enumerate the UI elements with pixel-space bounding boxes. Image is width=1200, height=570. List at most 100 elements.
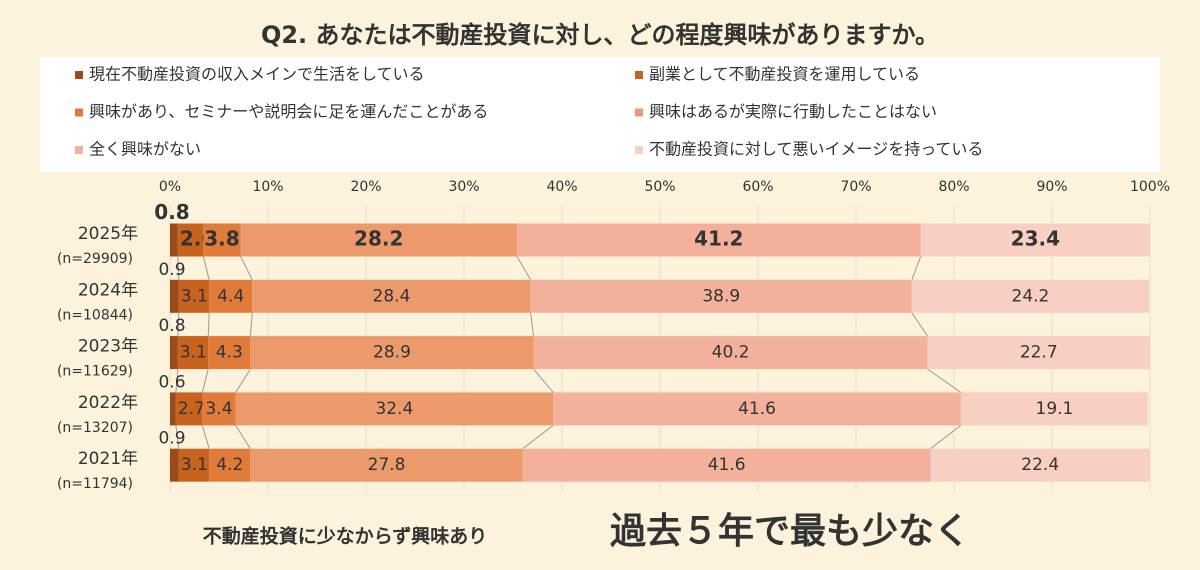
connector-line bbox=[175, 425, 180, 449]
legend-swatch bbox=[75, 108, 83, 117]
legend-label: 現在不動産投資の収入メインで生活をしている bbox=[89, 65, 425, 84]
value-label: 38.9 bbox=[702, 286, 740, 306]
connector-line bbox=[202, 256, 210, 280]
value-label: 24.2 bbox=[1012, 286, 1050, 306]
connector-line bbox=[927, 368, 962, 393]
value-label: 4.2 bbox=[216, 455, 243, 475]
bar-segment bbox=[553, 392, 961, 426]
bar-segment bbox=[960, 392, 1149, 426]
bar-segment bbox=[170, 448, 179, 482]
y-tick-label: 2021年 bbox=[78, 449, 138, 469]
legend-label: 興味があり、セミナーや説明会に足を運んだことがある bbox=[89, 102, 488, 121]
bar-segment bbox=[203, 223, 241, 257]
bar-segment bbox=[170, 336, 178, 370]
legend-label: 全く興味がない bbox=[89, 140, 201, 159]
bar-segment bbox=[178, 279, 210, 313]
connector-line bbox=[235, 368, 251, 393]
value-label: 3.1 bbox=[181, 286, 208, 306]
connector-line bbox=[201, 368, 209, 393]
y-tick-sublabel: (n=10844) bbox=[57, 307, 133, 323]
connector-line bbox=[911, 312, 928, 337]
connector-line bbox=[530, 312, 535, 337]
bar-segment bbox=[175, 392, 203, 426]
value-label: 27.8 bbox=[368, 455, 406, 475]
value-label: 0.6 bbox=[158, 372, 185, 392]
connector-line bbox=[911, 256, 922, 280]
value-label: 41.2 bbox=[694, 227, 743, 251]
bar-segment bbox=[208, 336, 251, 370]
bar-segment bbox=[209, 279, 253, 313]
value-label: 0.9 bbox=[158, 260, 185, 280]
legend-label: 副業として不動産投資を運用している bbox=[649, 65, 920, 84]
y-tick-label: 2022年 bbox=[78, 393, 138, 413]
bar-segment bbox=[209, 448, 251, 482]
value-label: 2.7 bbox=[178, 399, 205, 419]
footer-note: 不動産投資に少なからず興味あり bbox=[203, 525, 488, 548]
x-tick-label: 100% bbox=[1130, 179, 1170, 195]
x-tick-label: 70% bbox=[840, 179, 871, 195]
connector-line bbox=[533, 368, 554, 393]
value-label: 19.1 bbox=[1036, 399, 1074, 419]
bar-segment bbox=[522, 448, 931, 482]
value-label: 23.4 bbox=[1011, 227, 1060, 251]
value-label: 41.6 bbox=[708, 455, 746, 475]
x-tick-label: 0% bbox=[159, 179, 181, 195]
connector-line bbox=[522, 425, 554, 450]
legend-swatch bbox=[635, 146, 643, 154]
bar-segment bbox=[235, 392, 554, 426]
legend-box bbox=[40, 57, 1160, 172]
connector-line bbox=[177, 256, 180, 280]
connector-line bbox=[201, 425, 210, 449]
x-tick-label: 60% bbox=[742, 179, 773, 195]
value-label: 0.9 bbox=[158, 429, 185, 449]
connector-line bbox=[240, 256, 253, 281]
legend-label: 不動産投資に対して悪いイメージを持っている bbox=[649, 140, 983, 159]
value-label: 0.8 bbox=[158, 316, 185, 336]
value-label: 0.8 bbox=[154, 200, 189, 224]
connector-line bbox=[249, 312, 253, 337]
legend-swatch bbox=[75, 146, 83, 154]
x-tick-label: 90% bbox=[1036, 179, 1067, 195]
y-tick-label: 2023年 bbox=[78, 337, 138, 357]
value-label: 3.8 bbox=[204, 227, 239, 251]
legend-swatch bbox=[75, 71, 83, 79]
bar-segment bbox=[930, 448, 1150, 482]
y-tick-sublabel: (n=13207) bbox=[57, 420, 133, 436]
bar-segment bbox=[530, 279, 912, 313]
bar-segment bbox=[516, 223, 921, 257]
bar-segment bbox=[250, 336, 534, 370]
connector-line bbox=[235, 425, 251, 449]
value-label: 41.6 bbox=[738, 399, 776, 419]
connector-line bbox=[930, 425, 962, 450]
value-label: 4.3 bbox=[216, 343, 243, 363]
value-label: 3.4 bbox=[205, 399, 232, 419]
x-tick-label: 80% bbox=[938, 179, 969, 195]
y-tick-sublabel: (n=11794) bbox=[57, 476, 133, 492]
bar-segment bbox=[178, 448, 210, 482]
bar-segment bbox=[920, 223, 1150, 257]
value-label: 28.4 bbox=[373, 286, 411, 306]
value-label: 4.4 bbox=[217, 286, 244, 306]
value-label: 40.2 bbox=[712, 343, 750, 363]
legend-swatch bbox=[635, 108, 643, 117]
bar-segment bbox=[533, 336, 928, 370]
x-tick-label: 20% bbox=[350, 179, 381, 195]
bar-segment bbox=[202, 392, 236, 426]
connector-line bbox=[175, 369, 179, 393]
connector-line bbox=[207, 312, 210, 337]
footer-headline: 過去５年で最も少なく bbox=[610, 511, 970, 552]
bar-segment bbox=[170, 279, 179, 313]
x-tick-label: 30% bbox=[448, 179, 479, 195]
bar-segment bbox=[170, 223, 178, 257]
bar-segment bbox=[927, 336, 1150, 370]
y-tick-sublabel: (n=11629) bbox=[57, 364, 133, 380]
chart-title: Q2. あなたは不動産投資に対し、どの程度興味がありますか。 bbox=[261, 21, 939, 49]
value-label: 28.2 bbox=[354, 227, 403, 251]
x-tick-label: 10% bbox=[252, 179, 283, 195]
value-label: 3.1 bbox=[180, 343, 207, 363]
bar-segment bbox=[170, 392, 176, 426]
x-tick-label: 50% bbox=[644, 179, 675, 195]
value-label: 3.1 bbox=[181, 455, 208, 475]
y-tick-sublabel: (n=29909) bbox=[57, 251, 133, 267]
